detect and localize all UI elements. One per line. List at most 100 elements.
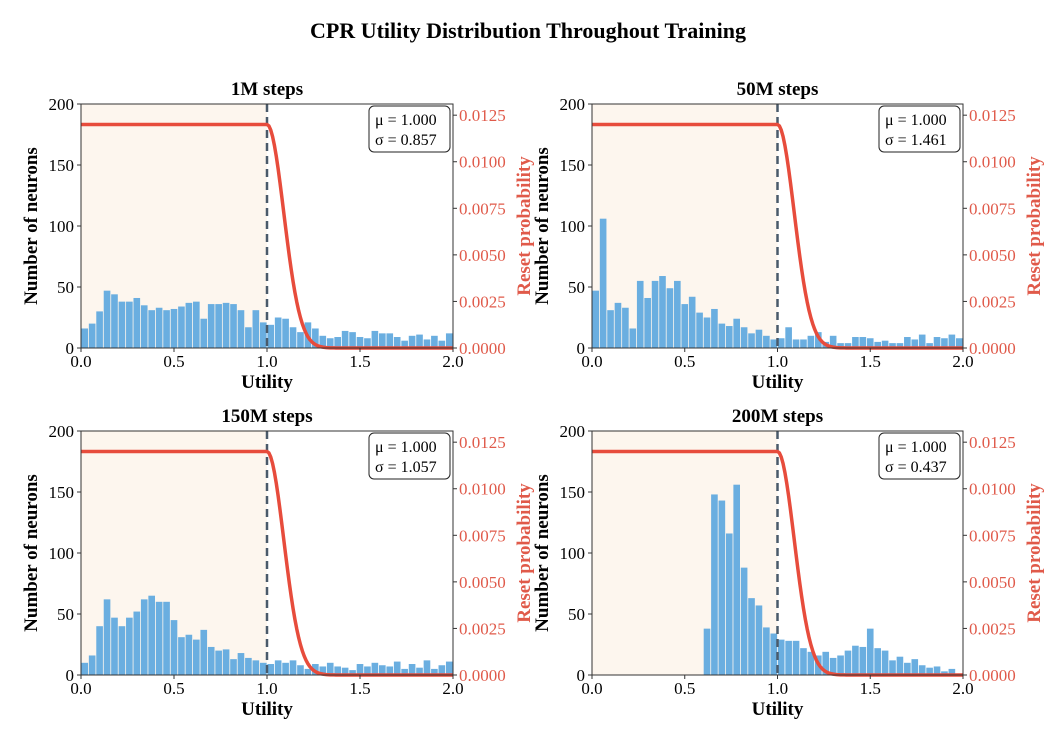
histogram-bar: [155, 601, 163, 675]
stats-mean: μ = 1.000: [885, 439, 947, 456]
histogram-bar: [874, 341, 881, 348]
histogram-bar: [297, 332, 304, 348]
y-tick-label: 50: [568, 605, 585, 624]
histogram-bar: [334, 337, 341, 348]
histogram-bar: [926, 667, 933, 675]
histogram-bar: [349, 332, 356, 348]
x-tick-label: 0.5: [674, 679, 695, 698]
y-right-tick-label: 0.0075: [459, 199, 506, 218]
y-right-tick-label: 0.0025: [969, 619, 1016, 638]
y-tick-label: 200: [560, 95, 586, 114]
histogram-bar: [431, 668, 438, 675]
histogram-bar: [881, 650, 889, 675]
stats-mean: μ = 1.000: [885, 112, 947, 129]
histogram-bar: [364, 666, 371, 675]
histogram-bar: [178, 306, 185, 348]
y-right-tick-label: 0.0050: [459, 246, 506, 265]
histogram-bar: [941, 671, 948, 675]
histogram-bar: [800, 339, 807, 348]
histogram-bar: [170, 620, 178, 675]
histogram-bar: [859, 337, 867, 348]
stats-box: [878, 105, 961, 153]
histogram-bar: [703, 628, 711, 675]
histogram-bar: [416, 667, 423, 675]
histogram-bar: [185, 302, 193, 348]
x-axis-label: Utility: [752, 372, 804, 393]
histogram-bar: [792, 339, 800, 348]
stats-box: [368, 105, 451, 153]
histogram-bar: [282, 318, 289, 348]
stats-mean: μ = 1.000: [375, 112, 437, 129]
y-tick-label: 100: [49, 544, 75, 563]
histogram-bar: [770, 339, 778, 348]
histogram-bar: [230, 304, 237, 348]
y-right-tick-label: 0.0100: [969, 153, 1016, 172]
histogram-bar: [445, 333, 453, 348]
histogram-bar: [431, 335, 438, 348]
stats-sigma: σ = 1.461: [885, 132, 947, 149]
histogram-bar: [666, 288, 674, 348]
histogram-bar: [696, 312, 703, 348]
histogram-bar: [245, 327, 252, 348]
histogram-bar: [681, 304, 689, 348]
histogram-bar: [445, 661, 453, 675]
histogram-bar: [379, 333, 386, 348]
histogram-bar: [933, 666, 941, 675]
y-axis-label: Number of neurons: [532, 474, 553, 632]
histogram-bar: [911, 339, 919, 348]
y-tick-label: 150: [49, 483, 75, 502]
histogram-bar: [96, 626, 103, 675]
y-tick-label: 100: [560, 217, 586, 236]
y-right-tick-label: 0.0125: [969, 433, 1016, 452]
histogram-bar: [237, 653, 245, 675]
histogram-bar: [904, 337, 911, 348]
y-right-tick-label: 0.0125: [459, 433, 506, 452]
stats-sigma: σ = 0.857: [375, 132, 437, 149]
panel-title: 1M steps: [231, 79, 303, 100]
histogram-bar: [341, 330, 349, 348]
histogram-bar: [200, 318, 208, 348]
histogram-bar: [207, 304, 215, 348]
histogram-bar: [163, 601, 170, 675]
histogram-bar: [955, 338, 963, 348]
y-right-tick-label: 0.0075: [459, 526, 506, 545]
histogram-bar: [304, 668, 312, 675]
histogram-bar: [711, 494, 718, 675]
histogram-bar: [200, 629, 208, 675]
y-tick-label: 100: [560, 544, 586, 563]
histogram-bar: [326, 338, 334, 348]
histogram-bar: [629, 328, 637, 348]
histogram-bar: [408, 664, 416, 675]
histogram-bar: [636, 280, 644, 348]
histogram-bar: [918, 665, 926, 675]
y-tick-label: 200: [49, 95, 75, 114]
histogram-bar: [148, 310, 155, 348]
histogram-bar: [140, 599, 148, 675]
histogram-bar: [267, 664, 275, 675]
histogram-bar: [356, 337, 364, 348]
histogram-bar: [674, 280, 681, 348]
histogram-bar: [319, 335, 327, 348]
x-axis-label: Utility: [241, 372, 293, 393]
histogram-bar: [763, 335, 770, 348]
y-right-tick-label: 0.0050: [969, 246, 1016, 265]
histogram-bar: [349, 670, 356, 675]
panel-title: 50M steps: [737, 79, 819, 100]
x-tick-label: 1.0: [767, 679, 788, 698]
histogram-bar: [118, 626, 126, 675]
histogram-bar: [770, 633, 778, 675]
x-tick-label: 1.5: [860, 679, 881, 698]
histogram-bar: [334, 666, 341, 675]
histogram-bar: [155, 307, 163, 348]
y-right-tick-label: 0.0000: [969, 666, 1016, 685]
histogram-bar: [401, 668, 408, 675]
histogram-bar: [889, 660, 896, 675]
histogram-bar: [815, 332, 822, 348]
histogram-bar: [748, 598, 755, 675]
histogram-bar: [911, 659, 919, 675]
x-tick-label: 1.0: [256, 679, 277, 698]
y-tick-label: 200: [560, 422, 586, 441]
histogram-bar: [725, 533, 733, 675]
stats-box: [368, 432, 451, 480]
histogram-bar: [777, 639, 785, 675]
